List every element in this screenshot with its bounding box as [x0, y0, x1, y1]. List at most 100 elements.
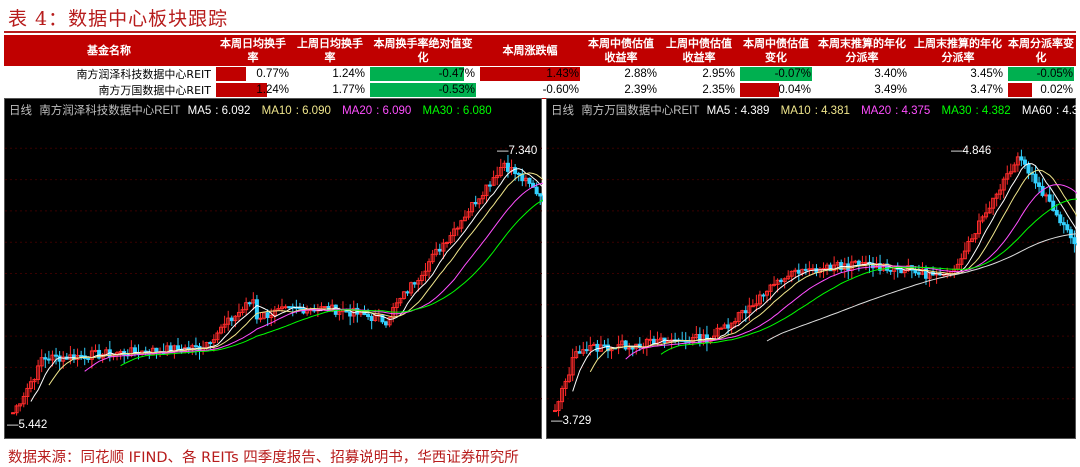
candle-body	[888, 269, 893, 272]
candle-body	[651, 338, 656, 345]
candle-body	[825, 264, 830, 269]
candle-body	[740, 310, 745, 314]
candle-body	[484, 184, 489, 197]
header-turnover-change: 本周换手率绝对值变化	[368, 35, 478, 66]
candle-body	[807, 268, 812, 271]
candle-body	[502, 162, 507, 168]
candle-body	[1058, 214, 1063, 224]
header-dist-last: 上周末推算的年化分派率	[910, 35, 1006, 66]
candle-body	[1051, 200, 1056, 211]
kline-plot	[547, 147, 1077, 417]
kline-chart-wanguo[interactable]: 日线 南方万国数据中心REIT MA5: 4.389 MA10: 4.381 M…	[546, 98, 1080, 439]
candle-body	[366, 314, 371, 317]
candle-body	[736, 312, 741, 322]
candle-body	[1047, 194, 1052, 202]
candle-body	[726, 324, 731, 329]
candle-body	[441, 242, 446, 252]
yield-change-cell: -0.07%	[738, 66, 814, 82]
candle-body	[423, 270, 428, 276]
candle-body	[254, 299, 259, 320]
candle-body	[984, 212, 989, 218]
candle-body	[959, 258, 964, 265]
candle-body	[584, 349, 589, 352]
ma5-label: MA5: 6.092	[187, 105, 251, 117]
dist-change-cell: 0.02%	[1006, 82, 1076, 99]
candle-body	[208, 342, 213, 345]
ma5-line	[30, 168, 543, 402]
candle-body	[398, 297, 403, 304]
candle-body	[1072, 237, 1077, 245]
candle-body	[287, 306, 292, 309]
ma20-line	[625, 184, 1077, 360]
header-turnover-this: 本周日均换手率	[214, 35, 292, 66]
yield-change-cell: 0.04%	[738, 82, 814, 99]
ma30-label: MA30: 6.080	[422, 105, 492, 117]
candle-body	[1054, 209, 1059, 216]
candle-body	[498, 166, 503, 177]
candle-body	[538, 193, 543, 197]
candle-body	[215, 332, 220, 341]
candle-body	[369, 315, 374, 322]
candle-body	[913, 269, 918, 274]
candle-body	[272, 309, 277, 316]
candle-body	[556, 401, 561, 412]
ma20-label: MA20: 6.090	[342, 105, 412, 117]
candle-body	[93, 349, 98, 352]
candle-body	[765, 290, 769, 296]
candle-body	[1012, 164, 1017, 173]
candle-body	[527, 177, 532, 184]
fund-name-cell: 南方万国数据中心REIT	[4, 82, 214, 99]
candle-body	[236, 311, 241, 317]
candle-body	[588, 345, 593, 351]
candle-body	[1037, 182, 1042, 187]
dist-change-bar	[1008, 83, 1032, 97]
candle-body	[79, 354, 84, 357]
candle-body	[793, 269, 798, 272]
low-marker: —3.729	[551, 415, 592, 427]
dist-this-cell: 3.49%	[814, 82, 910, 99]
candle-body	[591, 343, 596, 347]
candle-body	[229, 317, 234, 322]
candle-body	[18, 403, 23, 407]
candle-body	[462, 216, 467, 222]
candle-body	[796, 269, 801, 274]
candle-body	[193, 345, 198, 348]
candle-body	[754, 303, 759, 307]
candle-body	[602, 344, 607, 347]
candle-body	[219, 326, 224, 334]
table-row: 南方润泽科技数据中心REIT 0.77% 1.24% -0.47% 1.43% …	[4, 66, 1076, 82]
candle-body	[240, 309, 245, 313]
candle-body	[488, 184, 493, 187]
candle-body	[567, 374, 572, 382]
candle-body	[380, 314, 385, 323]
candle-body	[190, 345, 195, 350]
kline-plot	[5, 147, 543, 416]
kline-chart-runze[interactable]: 日线 南方润泽科技数据中心REIT MA5: 6.092 MA10: 6.090…	[4, 98, 543, 439]
candle-body	[297, 307, 302, 310]
candle-body	[1005, 173, 1010, 180]
candle-body	[1019, 156, 1024, 161]
candle-body	[991, 197, 996, 209]
ma5-line	[572, 163, 1077, 392]
candle-body	[154, 347, 159, 353]
fund-name-cell: 南方润泽科技数据中心REIT	[76, 68, 211, 81]
candle-body	[455, 227, 460, 230]
cycle-label: 日线	[9, 105, 32, 117]
security-name: 南方润泽科技数据中心REIT	[39, 105, 181, 117]
candle-body	[563, 380, 568, 389]
table-header-row: 基金名称 本周日均换手率 上周日均换手率 本周换手率绝对值变化 本周涨跌幅 本周…	[4, 35, 1076, 66]
candle-body	[409, 282, 414, 294]
candle-body	[427, 261, 432, 272]
return-week-bar	[480, 67, 580, 81]
candle-body	[434, 248, 439, 255]
candle-body	[269, 314, 274, 319]
candle-body	[623, 340, 628, 350]
turnover-last-cell: 1.77%	[292, 82, 368, 99]
candle-body	[987, 207, 992, 214]
dist-change-cell: -0.05%	[1006, 66, 1076, 82]
candle-body	[233, 315, 238, 322]
ma10-label: MA10: 6.090	[261, 105, 331, 117]
candle-body	[779, 279, 784, 283]
candle-body	[916, 272, 921, 275]
candle-body	[973, 233, 978, 240]
